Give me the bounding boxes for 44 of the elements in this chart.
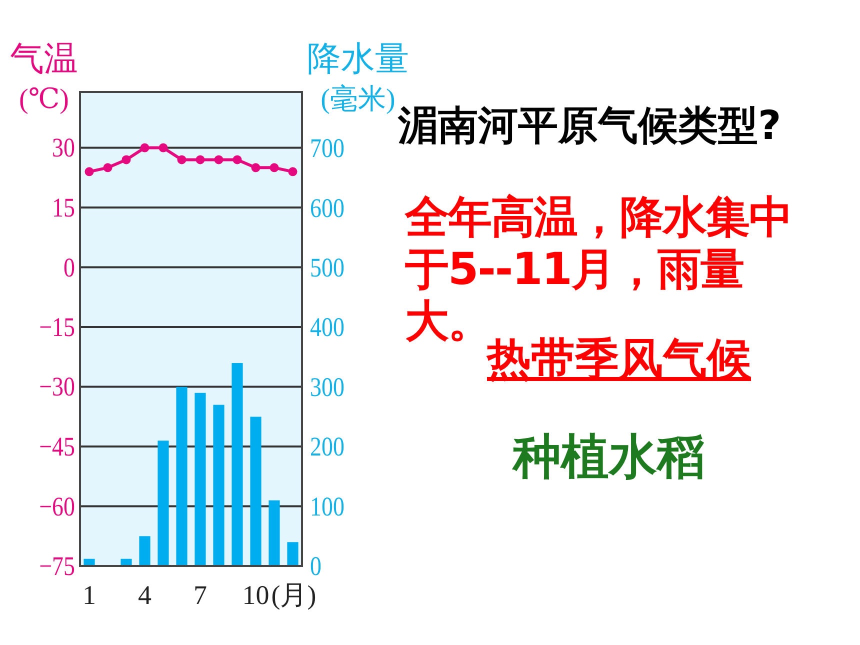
x-tick-label: 1 [82,580,96,610]
point [270,163,279,172]
x-axis-title: (月) [271,580,316,610]
point [84,167,94,176]
bar [176,386,188,566]
y2-tick-label: 400 [310,314,344,343]
point [288,167,298,176]
point [214,155,224,164]
x-tick-label: 4 [138,580,152,610]
y2-tick-label: 500 [310,254,344,283]
y-tick-label: −45 [39,432,75,462]
y2-tick-label: 300 [310,373,344,402]
y-tick-label: 15 [52,194,75,223]
y-axis-title: 气温(℃) [10,41,78,115]
bar [194,392,206,566]
point [232,155,242,164]
y-tick-label: 0 [64,254,75,283]
point [177,155,186,164]
y-tick-label: −15 [39,313,75,342]
y-tick-label: −30 [39,373,75,402]
bar [287,542,298,566]
y-tick-label: −60 [39,492,75,522]
y2-tick-label: 700 [310,134,344,164]
bar [250,416,262,566]
y2-tick-label: 0 [310,552,322,582]
x-tick-label: 7 [194,580,207,610]
y2-tick-label: 100 [310,492,344,522]
bar [268,500,280,566]
bar [139,536,150,566]
x-tick-label: 10 [242,580,270,610]
point [140,143,150,152]
y2-tick-label: 200 [310,432,344,462]
text: 种植水稻 [513,428,705,487]
point [122,155,131,164]
bar [213,404,224,566]
y2-tick-label: 600 [310,194,344,224]
y-tick-label: 30 [52,134,75,164]
point [196,155,205,164]
point [251,163,260,172]
bar [232,363,243,566]
point [103,163,112,172]
y-tick-label: −75 [39,552,75,582]
point [158,143,168,152]
bar [158,440,169,566]
